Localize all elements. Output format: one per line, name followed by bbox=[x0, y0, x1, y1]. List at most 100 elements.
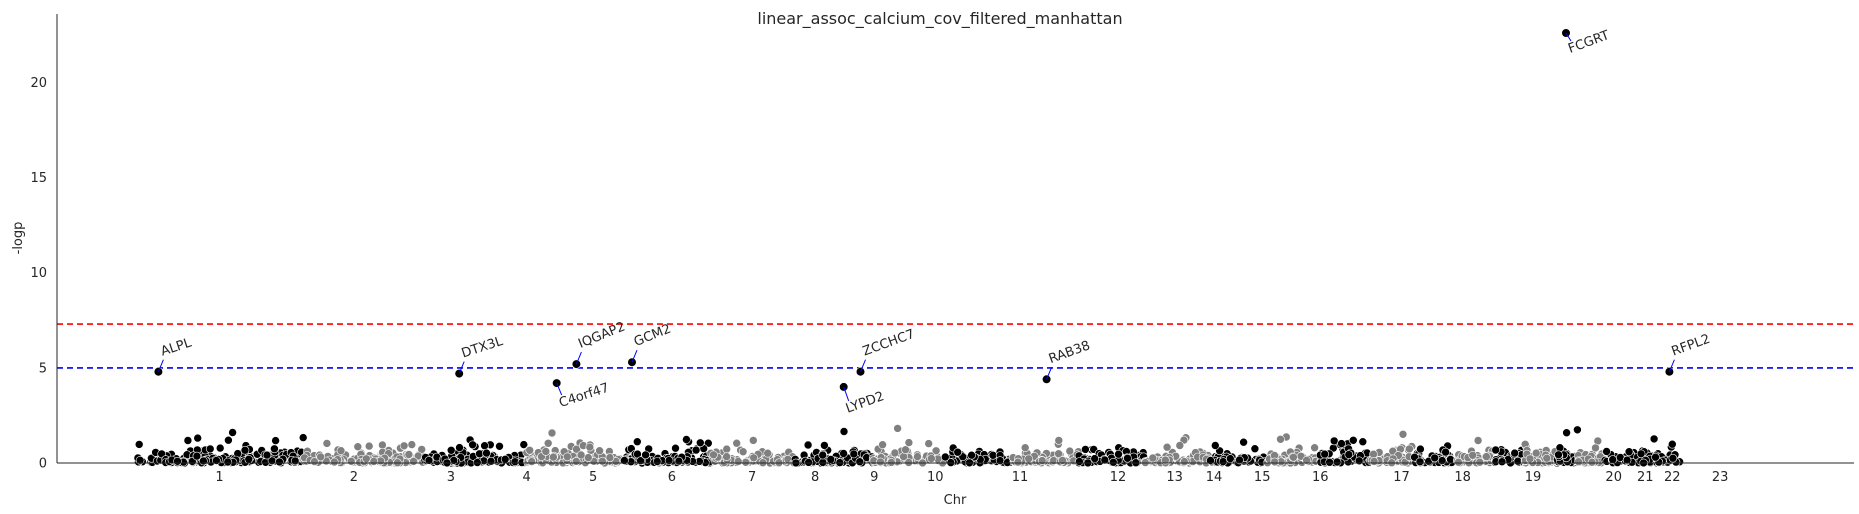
snp-point bbox=[1058, 456, 1067, 465]
x-tick-labels: 1 2 3 4 5 6 7 8 9 10 11 12 13 14 15 16 17 18 19 20 21 22 23 bbox=[215, 470, 1728, 485]
snp-point bbox=[953, 447, 963, 457]
snp-point bbox=[1020, 443, 1030, 453]
snp-point bbox=[893, 424, 902, 433]
x-tick-label-chr-8: 8 bbox=[811, 470, 819, 485]
snp-point bbox=[543, 438, 553, 448]
snp-point bbox=[1289, 452, 1298, 462]
snp-point bbox=[228, 428, 237, 437]
snp-point bbox=[804, 458, 813, 467]
annotation-arrow bbox=[860, 359, 866, 372]
snp-point bbox=[541, 447, 551, 456]
snp-point bbox=[904, 438, 914, 447]
snp-point bbox=[722, 452, 731, 461]
snp-point bbox=[1649, 434, 1659, 444]
snp-point bbox=[886, 458, 896, 467]
gene-label-fcgrt: FCGRT bbox=[1566, 28, 1611, 57]
snp-point bbox=[495, 441, 504, 451]
snp-point bbox=[455, 443, 464, 452]
snp-point bbox=[353, 442, 363, 452]
snp-point bbox=[361, 454, 371, 464]
gene-label-lypd2: LYPD2 bbox=[844, 389, 886, 417]
annotation-arrow bbox=[1565, 32, 1572, 42]
snp-point bbox=[1270, 457, 1279, 467]
snp-point bbox=[901, 445, 910, 455]
annotation-arrow bbox=[157, 359, 164, 372]
snp-point bbox=[1430, 453, 1439, 463]
snp-point bbox=[1239, 437, 1248, 447]
chart-title: linear_assoc_calcium_cov_filtered_manhat… bbox=[757, 9, 1122, 29]
snp-point bbox=[1454, 457, 1463, 467]
snp-point bbox=[1602, 447, 1611, 456]
snp-point bbox=[1398, 429, 1408, 439]
snp-point bbox=[598, 456, 607, 466]
x-tick-label-chr-14: 14 bbox=[1206, 470, 1223, 485]
snp-point bbox=[818, 458, 828, 467]
snp-point bbox=[1211, 441, 1220, 450]
snp-point bbox=[1542, 453, 1552, 463]
annotation-arrow bbox=[631, 350, 638, 363]
snp-point bbox=[336, 446, 346, 456]
x-tick-label-chr-2: 2 bbox=[350, 470, 358, 485]
top-hit-point bbox=[1664, 367, 1674, 377]
snp-point bbox=[1320, 449, 1329, 459]
snp-point bbox=[1100, 455, 1110, 465]
snp-point bbox=[1574, 457, 1583, 467]
snp-point bbox=[585, 442, 595, 452]
points-layer bbox=[133, 424, 1684, 468]
x-tick-label-chr-3: 3 bbox=[447, 470, 455, 485]
top-hit-point bbox=[571, 359, 582, 369]
snp-point bbox=[818, 450, 828, 460]
snp-point bbox=[369, 457, 379, 466]
x-tick-label-chr-7: 7 bbox=[748, 470, 756, 485]
snp-point bbox=[1250, 444, 1260, 454]
snp-point bbox=[205, 444, 215, 454]
gene-label-dtx3l: DTX3L bbox=[460, 334, 506, 362]
snp-point bbox=[519, 440, 529, 449]
top-hit-point bbox=[454, 369, 464, 379]
snp-point bbox=[1510, 448, 1519, 458]
snp-point bbox=[378, 440, 387, 450]
snp-point bbox=[1531, 448, 1541, 458]
snp-point bbox=[1148, 453, 1158, 463]
snp-point bbox=[849, 449, 859, 459]
snp-point bbox=[240, 445, 250, 455]
snp-point bbox=[290, 456, 300, 466]
snp-point bbox=[500, 454, 510, 464]
snp-point bbox=[583, 453, 593, 462]
snp-point bbox=[1369, 457, 1379, 466]
y-tick-labels: 0 5 10 15 20 bbox=[30, 76, 47, 472]
snp-point bbox=[1090, 454, 1099, 463]
snp-point bbox=[1276, 434, 1285, 444]
snp-point bbox=[446, 445, 456, 455]
snp-point bbox=[562, 452, 572, 462]
snp-point bbox=[940, 452, 950, 462]
snp-point bbox=[1054, 436, 1064, 445]
gene-label-zcchc7: ZCCHC7 bbox=[861, 327, 917, 360]
snp-point bbox=[193, 433, 202, 443]
snp-point bbox=[135, 455, 145, 465]
snp-point bbox=[1180, 457, 1189, 466]
snp-point bbox=[275, 457, 284, 467]
snp-point bbox=[316, 452, 326, 462]
snp-point bbox=[1624, 447, 1634, 457]
snp-point bbox=[695, 438, 705, 448]
snp-point bbox=[931, 446, 941, 456]
snp-point bbox=[1651, 452, 1660, 462]
snp-point bbox=[417, 445, 427, 454]
snp-point bbox=[1608, 455, 1617, 464]
snp-point bbox=[364, 441, 374, 451]
x-tick-label-chr-6: 6 bbox=[668, 470, 676, 485]
snp-point bbox=[748, 436, 758, 445]
snp-point bbox=[876, 457, 885, 467]
snp-point bbox=[547, 428, 557, 438]
x-tick-label-chr-12: 12 bbox=[1110, 470, 1127, 485]
snp-point bbox=[1302, 455, 1311, 465]
annotation-arrow bbox=[575, 351, 582, 365]
annotation-arrow bbox=[458, 361, 465, 374]
gene-label-alpl: ALPL bbox=[159, 335, 194, 359]
snp-point bbox=[223, 457, 233, 467]
snp-point bbox=[1555, 443, 1565, 453]
snp-point bbox=[407, 440, 417, 449]
snp-point bbox=[741, 457, 751, 467]
